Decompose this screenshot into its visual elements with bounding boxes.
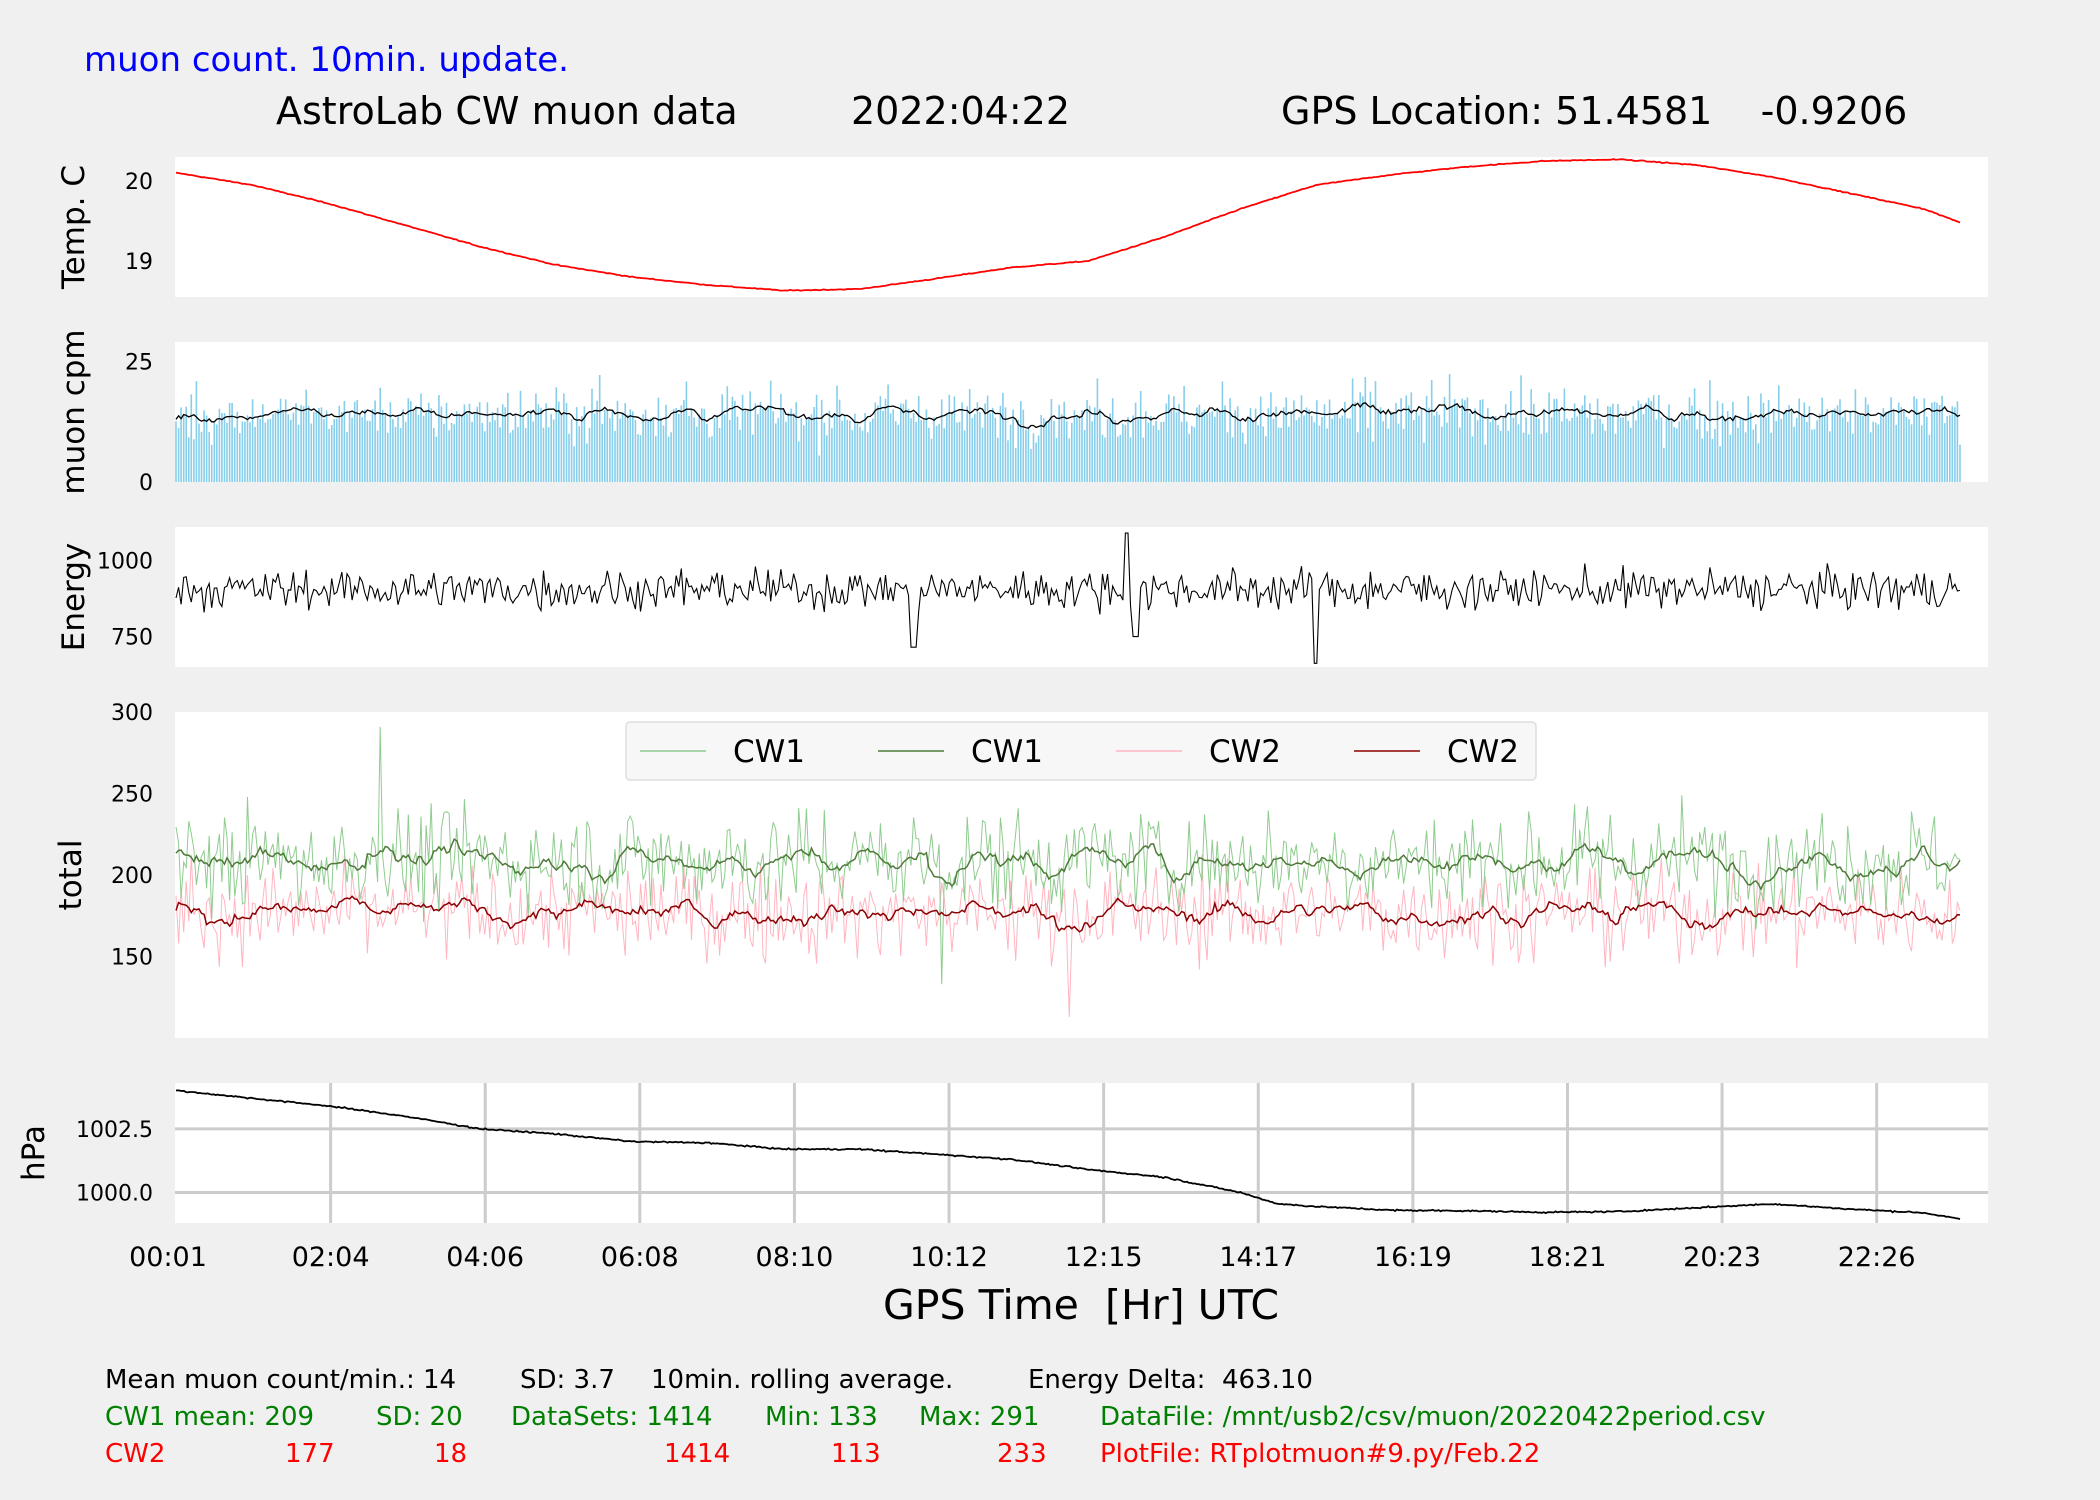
x-tick-label: 22:26 bbox=[1838, 1242, 1916, 1273]
stat-sd: SD: 3.7 bbox=[520, 1365, 615, 1395]
x-tick-label: 02:04 bbox=[292, 1242, 370, 1273]
pressure-plot-area bbox=[175, 1083, 1988, 1223]
muon-cpm-ylabel: muon cpm bbox=[56, 329, 92, 494]
muon-cpm-panel: muon cpm 25 0 bbox=[56, 329, 1988, 496]
temperature-ytick: 20 bbox=[125, 170, 153, 195]
cw1-raw-line bbox=[175, 726, 1961, 985]
x-tick-label: 00:01 bbox=[129, 1242, 207, 1273]
muon-rolling-average bbox=[175, 402, 1961, 429]
cw2-label: CW2 bbox=[105, 1439, 166, 1469]
pressure-panel: hPa 1002.5 1000.0 bbox=[16, 1083, 1988, 1223]
x-tick-label: 10:12 bbox=[910, 1242, 988, 1273]
temperature-line bbox=[175, 158, 1961, 292]
x-tick-label: 04:06 bbox=[446, 1242, 524, 1273]
energy-ytick: 1000 bbox=[97, 549, 153, 574]
energy-plot-area bbox=[175, 527, 1988, 667]
update-note: muon count. 10min. update. bbox=[84, 40, 569, 80]
cw2-rolling-line bbox=[175, 895, 1961, 933]
x-tick-label: 12:15 bbox=[1065, 1242, 1143, 1273]
stat-rolling: 10min. rolling average. bbox=[651, 1365, 954, 1395]
energy-line bbox=[175, 532, 1961, 664]
cw1-sd: SD: 20 bbox=[376, 1402, 463, 1432]
temperature-ylabel: Temp. C bbox=[56, 165, 92, 290]
temperature-panel: Temp. C 20 19 bbox=[56, 157, 1988, 297]
total-panel: total 300 250 200 150 CW1 CW1 CW2 CW2 bbox=[53, 701, 1988, 1038]
energy-ylabel: Energy bbox=[56, 543, 92, 652]
data-file: DataFile: /mnt/usb2/csv/muon/20220422per… bbox=[1100, 1402, 1766, 1432]
cw2-datasets: 1414 bbox=[664, 1439, 731, 1469]
pressure-ylabel: hPa bbox=[16, 1125, 52, 1181]
muon-bars bbox=[175, 374, 1961, 482]
x-tick-label: 18:21 bbox=[1529, 1242, 1607, 1273]
cw1-datasets: DataSets: 1414 bbox=[511, 1402, 713, 1432]
station-title: AstroLab CW muon data bbox=[276, 89, 738, 133]
cw1-min: Min: 133 bbox=[765, 1402, 878, 1432]
cw2-max: 233 bbox=[997, 1439, 1047, 1469]
legend-label: CW1 bbox=[971, 734, 1043, 770]
stat-mean: Mean muon count/min.: 14 bbox=[105, 1365, 457, 1395]
temperature-ytick: 19 bbox=[125, 250, 153, 275]
x-axis-ticks: 00:01 02:04 04:06 06:08 08:10 10:12 12:15 14:17… bbox=[129, 1242, 1916, 1273]
cw2-raw-line bbox=[175, 854, 1961, 1017]
legend-label: CW2 bbox=[1447, 734, 1519, 770]
energy-panel: Energy 1000 750 bbox=[56, 527, 1988, 667]
total-ytick: 200 bbox=[111, 864, 153, 889]
legend-box bbox=[625, 721, 1537, 781]
x-axis-label: GPS Time [Hr] UTC bbox=[883, 1281, 1279, 1329]
x-tick-label: 08:10 bbox=[756, 1242, 834, 1273]
total-legend: CW1 CW1 CW2 CW2 bbox=[625, 721, 1537, 781]
x-tick-label: 14:17 bbox=[1219, 1242, 1297, 1273]
pressure-ytick: 1002.5 bbox=[76, 1118, 153, 1143]
pressure-line bbox=[175, 1089, 1961, 1220]
temperature-plot-area bbox=[175, 157, 1988, 297]
date-title: 2022:04:22 bbox=[851, 89, 1070, 133]
x-tick-label: 16:19 bbox=[1374, 1242, 1452, 1273]
total-ytick: 150 bbox=[111, 946, 153, 971]
pressure-ytick: 1000.0 bbox=[76, 1181, 153, 1206]
cw2-sd: 18 bbox=[434, 1439, 468, 1469]
cw1-max: Max: 291 bbox=[919, 1402, 1040, 1432]
muon-cpm-ytick: 25 bbox=[125, 350, 153, 375]
cw1-mean: CW1 mean: 209 bbox=[105, 1402, 315, 1432]
plot-file: PlotFile: RTplotmuon#9.py/Feb.22 bbox=[1100, 1439, 1541, 1469]
total-ytick: 300 bbox=[111, 701, 153, 726]
gps-location: GPS Location: 51.4581 -0.9206 bbox=[1281, 89, 1907, 133]
cw2-min: 113 bbox=[831, 1439, 881, 1469]
total-ylabel: total bbox=[53, 840, 89, 911]
energy-ytick: 750 bbox=[111, 626, 153, 651]
total-ytick: 250 bbox=[111, 783, 153, 808]
legend-label: CW2 bbox=[1209, 734, 1281, 770]
x-tick-label: 06:08 bbox=[601, 1242, 679, 1273]
stat-energy-delta: Energy Delta: 463.10 bbox=[1028, 1365, 1313, 1395]
cw1-rolling-line bbox=[175, 838, 1961, 892]
cw2-mean: 177 bbox=[285, 1439, 335, 1469]
x-tick-label: 20:23 bbox=[1683, 1242, 1761, 1273]
legend-label: CW1 bbox=[733, 734, 805, 770]
muon-cpm-ytick: 0 bbox=[139, 471, 153, 496]
